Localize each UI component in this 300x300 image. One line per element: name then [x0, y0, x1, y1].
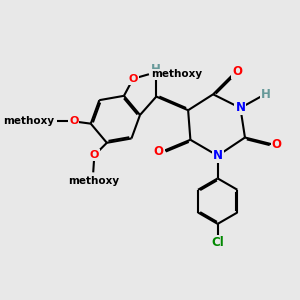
Text: O: O [232, 65, 242, 78]
Text: O: O [90, 150, 99, 160]
Text: methoxy: methoxy [151, 69, 202, 79]
Text: N: N [213, 149, 223, 162]
Text: Cl: Cl [211, 236, 224, 249]
Text: H: H [260, 88, 270, 101]
Text: O: O [272, 138, 282, 151]
Text: N: N [236, 101, 245, 115]
Text: methoxy: methoxy [68, 176, 119, 186]
Text: H: H [152, 63, 161, 76]
Text: O: O [69, 116, 78, 126]
Text: methoxy: methoxy [3, 116, 54, 126]
Text: O: O [128, 74, 138, 84]
Text: O: O [154, 145, 164, 158]
